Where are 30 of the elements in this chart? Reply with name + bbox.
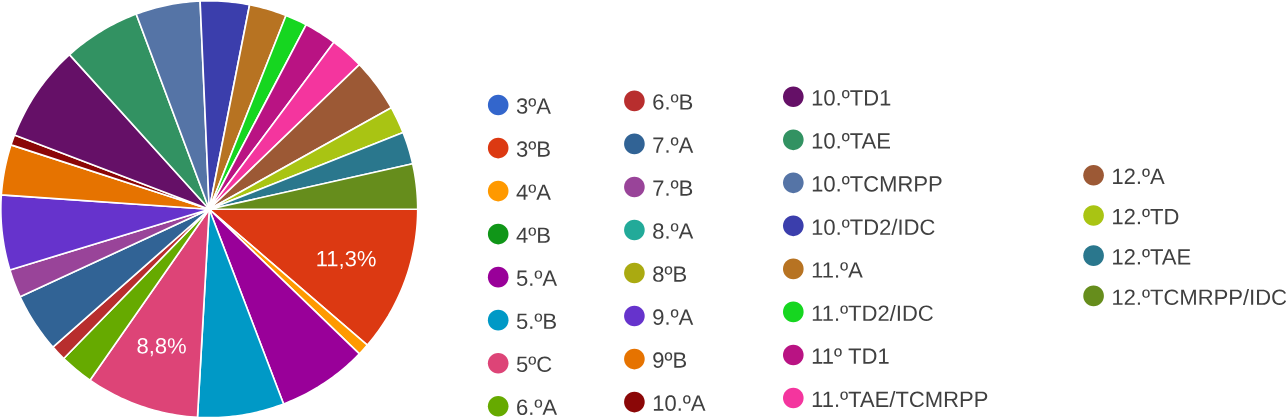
data-label: 11,3% [317,251,376,270]
legend-label: 4ºA [516,184,551,201]
legend-label: 5ºC [516,356,552,373]
legend-label: 11.ºA [812,262,863,278]
legend-label: 5.ºA [516,270,558,287]
legend-label: 7.ºB [653,180,693,196]
legend-label: 11º TD1 [812,348,889,364]
legend-label: 10.ºTAE [812,133,890,149]
legend-label: 10.ºTD1 [812,90,891,106]
legend-label: 9.ºA [653,309,694,326]
legend-label: 11.ºTAE/TCMRPP [812,391,988,408]
legend-label: 8.ºA [653,223,694,240]
data-label: 8,8% [137,338,186,357]
legend-label: 6.ºA [517,399,558,416]
legend-label: 11.ºTD2/IDC [812,305,933,322]
legend-label: 10.ºTCMRPP [812,176,942,192]
legend-label: 12.ºTD [1113,209,1179,225]
legend-label: 7.ºA [653,137,694,153]
legend-label: 8ºB [653,266,687,283]
legend-label: 12.ºTAE [1113,249,1191,265]
legend-label: 10.ºA [653,395,706,412]
legend-label: 5.ºB [516,313,556,330]
legend-label: 3ºB [516,141,550,158]
legend-label: 4ºB [516,227,550,244]
legend-label: 9ºB [653,352,687,369]
legend-label: 6.ºB [653,94,693,110]
legend-label: 12.ºTCMRPP/IDC [1113,289,1287,306]
legend-label: 10.ºTD2/IDC [812,219,935,236]
legend-label: 12.ºA [1113,168,1165,185]
legend-label: 3ºA [516,98,551,115]
